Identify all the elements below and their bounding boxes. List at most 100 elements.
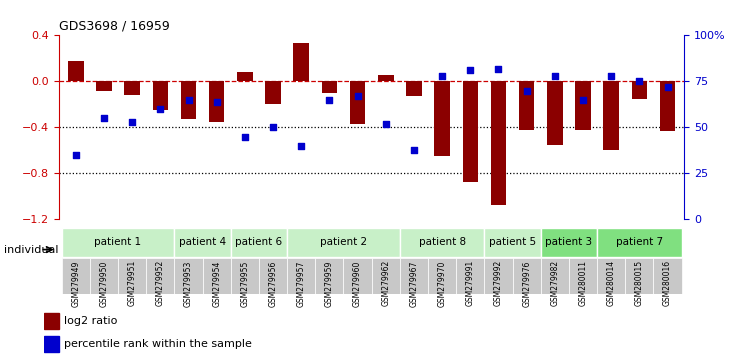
Text: patient 7: patient 7 (616, 238, 663, 247)
FancyBboxPatch shape (456, 258, 484, 294)
Bar (519, 81, 534, 130)
FancyBboxPatch shape (512, 258, 541, 294)
Text: percentile rank within the sample: percentile rank within the sample (64, 339, 252, 349)
Bar (209, 81, 224, 122)
Text: GSM279950: GSM279950 (99, 260, 108, 307)
Point (492, 66, 504, 72)
Text: GSM279967: GSM279967 (409, 260, 419, 307)
Bar (604, 81, 619, 150)
FancyBboxPatch shape (174, 228, 231, 257)
Bar (491, 81, 506, 205)
Bar (44, 313, 59, 329)
Bar (378, 74, 394, 81)
FancyBboxPatch shape (287, 228, 400, 257)
FancyBboxPatch shape (541, 258, 569, 294)
FancyBboxPatch shape (231, 228, 287, 257)
Text: GSM279956: GSM279956 (269, 260, 277, 307)
FancyBboxPatch shape (541, 228, 597, 257)
Text: GSM279959: GSM279959 (325, 260, 334, 307)
FancyBboxPatch shape (484, 228, 541, 257)
Point (662, 84, 673, 90)
Point (267, 125, 279, 130)
Point (577, 97, 589, 103)
FancyBboxPatch shape (315, 258, 344, 294)
Text: GSM279991: GSM279991 (466, 260, 475, 307)
Text: patient 8: patient 8 (419, 238, 466, 247)
Point (521, 88, 533, 93)
Text: GSM279951: GSM279951 (127, 260, 137, 307)
Bar (576, 81, 591, 130)
Point (98, 115, 110, 121)
Bar (294, 44, 309, 81)
Point (324, 97, 336, 103)
FancyBboxPatch shape (569, 258, 597, 294)
Point (605, 73, 617, 79)
Point (380, 121, 392, 127)
Bar (659, 81, 676, 131)
FancyBboxPatch shape (597, 228, 682, 257)
Bar (181, 81, 197, 119)
Point (210, 99, 222, 104)
Point (634, 79, 645, 84)
Point (464, 68, 476, 73)
Bar (96, 81, 112, 91)
FancyBboxPatch shape (287, 258, 315, 294)
Text: GSM279957: GSM279957 (297, 260, 305, 307)
Point (70, 152, 82, 158)
Bar (265, 81, 281, 104)
Bar (434, 81, 450, 156)
Text: GSM279954: GSM279954 (212, 260, 222, 307)
FancyBboxPatch shape (174, 258, 202, 294)
Text: patient 1: patient 1 (94, 238, 141, 247)
Text: GSM280015: GSM280015 (635, 260, 644, 306)
Bar (152, 81, 168, 110)
FancyBboxPatch shape (372, 258, 400, 294)
Bar (462, 81, 478, 182)
Bar (547, 81, 562, 145)
Bar (68, 61, 84, 81)
Text: GDS3698 / 16959: GDS3698 / 16959 (59, 20, 169, 33)
Text: GSM279960: GSM279960 (353, 260, 362, 307)
Point (295, 143, 307, 149)
Point (352, 93, 364, 99)
Text: patient 4: patient 4 (179, 238, 226, 247)
Point (183, 97, 194, 103)
Bar (631, 81, 647, 99)
Point (127, 119, 138, 125)
FancyBboxPatch shape (90, 258, 118, 294)
FancyBboxPatch shape (400, 228, 484, 257)
FancyBboxPatch shape (259, 258, 287, 294)
FancyBboxPatch shape (146, 258, 174, 294)
Text: individual: individual (4, 245, 58, 255)
Text: GSM279982: GSM279982 (551, 260, 559, 306)
Bar (350, 81, 365, 124)
FancyBboxPatch shape (428, 258, 456, 294)
Text: GSM279952: GSM279952 (156, 260, 165, 307)
Point (239, 134, 251, 139)
FancyBboxPatch shape (62, 258, 90, 294)
FancyBboxPatch shape (118, 258, 146, 294)
Text: GSM279962: GSM279962 (381, 260, 390, 307)
FancyBboxPatch shape (62, 228, 174, 257)
Text: patient 6: patient 6 (236, 238, 283, 247)
Bar (124, 81, 140, 95)
FancyBboxPatch shape (231, 258, 259, 294)
FancyBboxPatch shape (626, 258, 654, 294)
FancyBboxPatch shape (400, 258, 428, 294)
Point (408, 147, 420, 152)
Text: GSM279976: GSM279976 (522, 260, 531, 307)
FancyBboxPatch shape (202, 258, 231, 294)
Point (436, 73, 448, 79)
Text: GSM280016: GSM280016 (663, 260, 672, 306)
Bar (406, 81, 422, 96)
Bar (44, 336, 59, 352)
Text: GSM279949: GSM279949 (71, 260, 80, 307)
Text: GSM280014: GSM280014 (606, 260, 616, 306)
Bar (237, 72, 252, 81)
FancyBboxPatch shape (597, 258, 626, 294)
Text: patient 3: patient 3 (545, 238, 592, 247)
Text: patient 5: patient 5 (489, 238, 536, 247)
Text: log2 ratio: log2 ratio (64, 316, 118, 326)
FancyBboxPatch shape (484, 258, 512, 294)
Bar (322, 81, 337, 93)
